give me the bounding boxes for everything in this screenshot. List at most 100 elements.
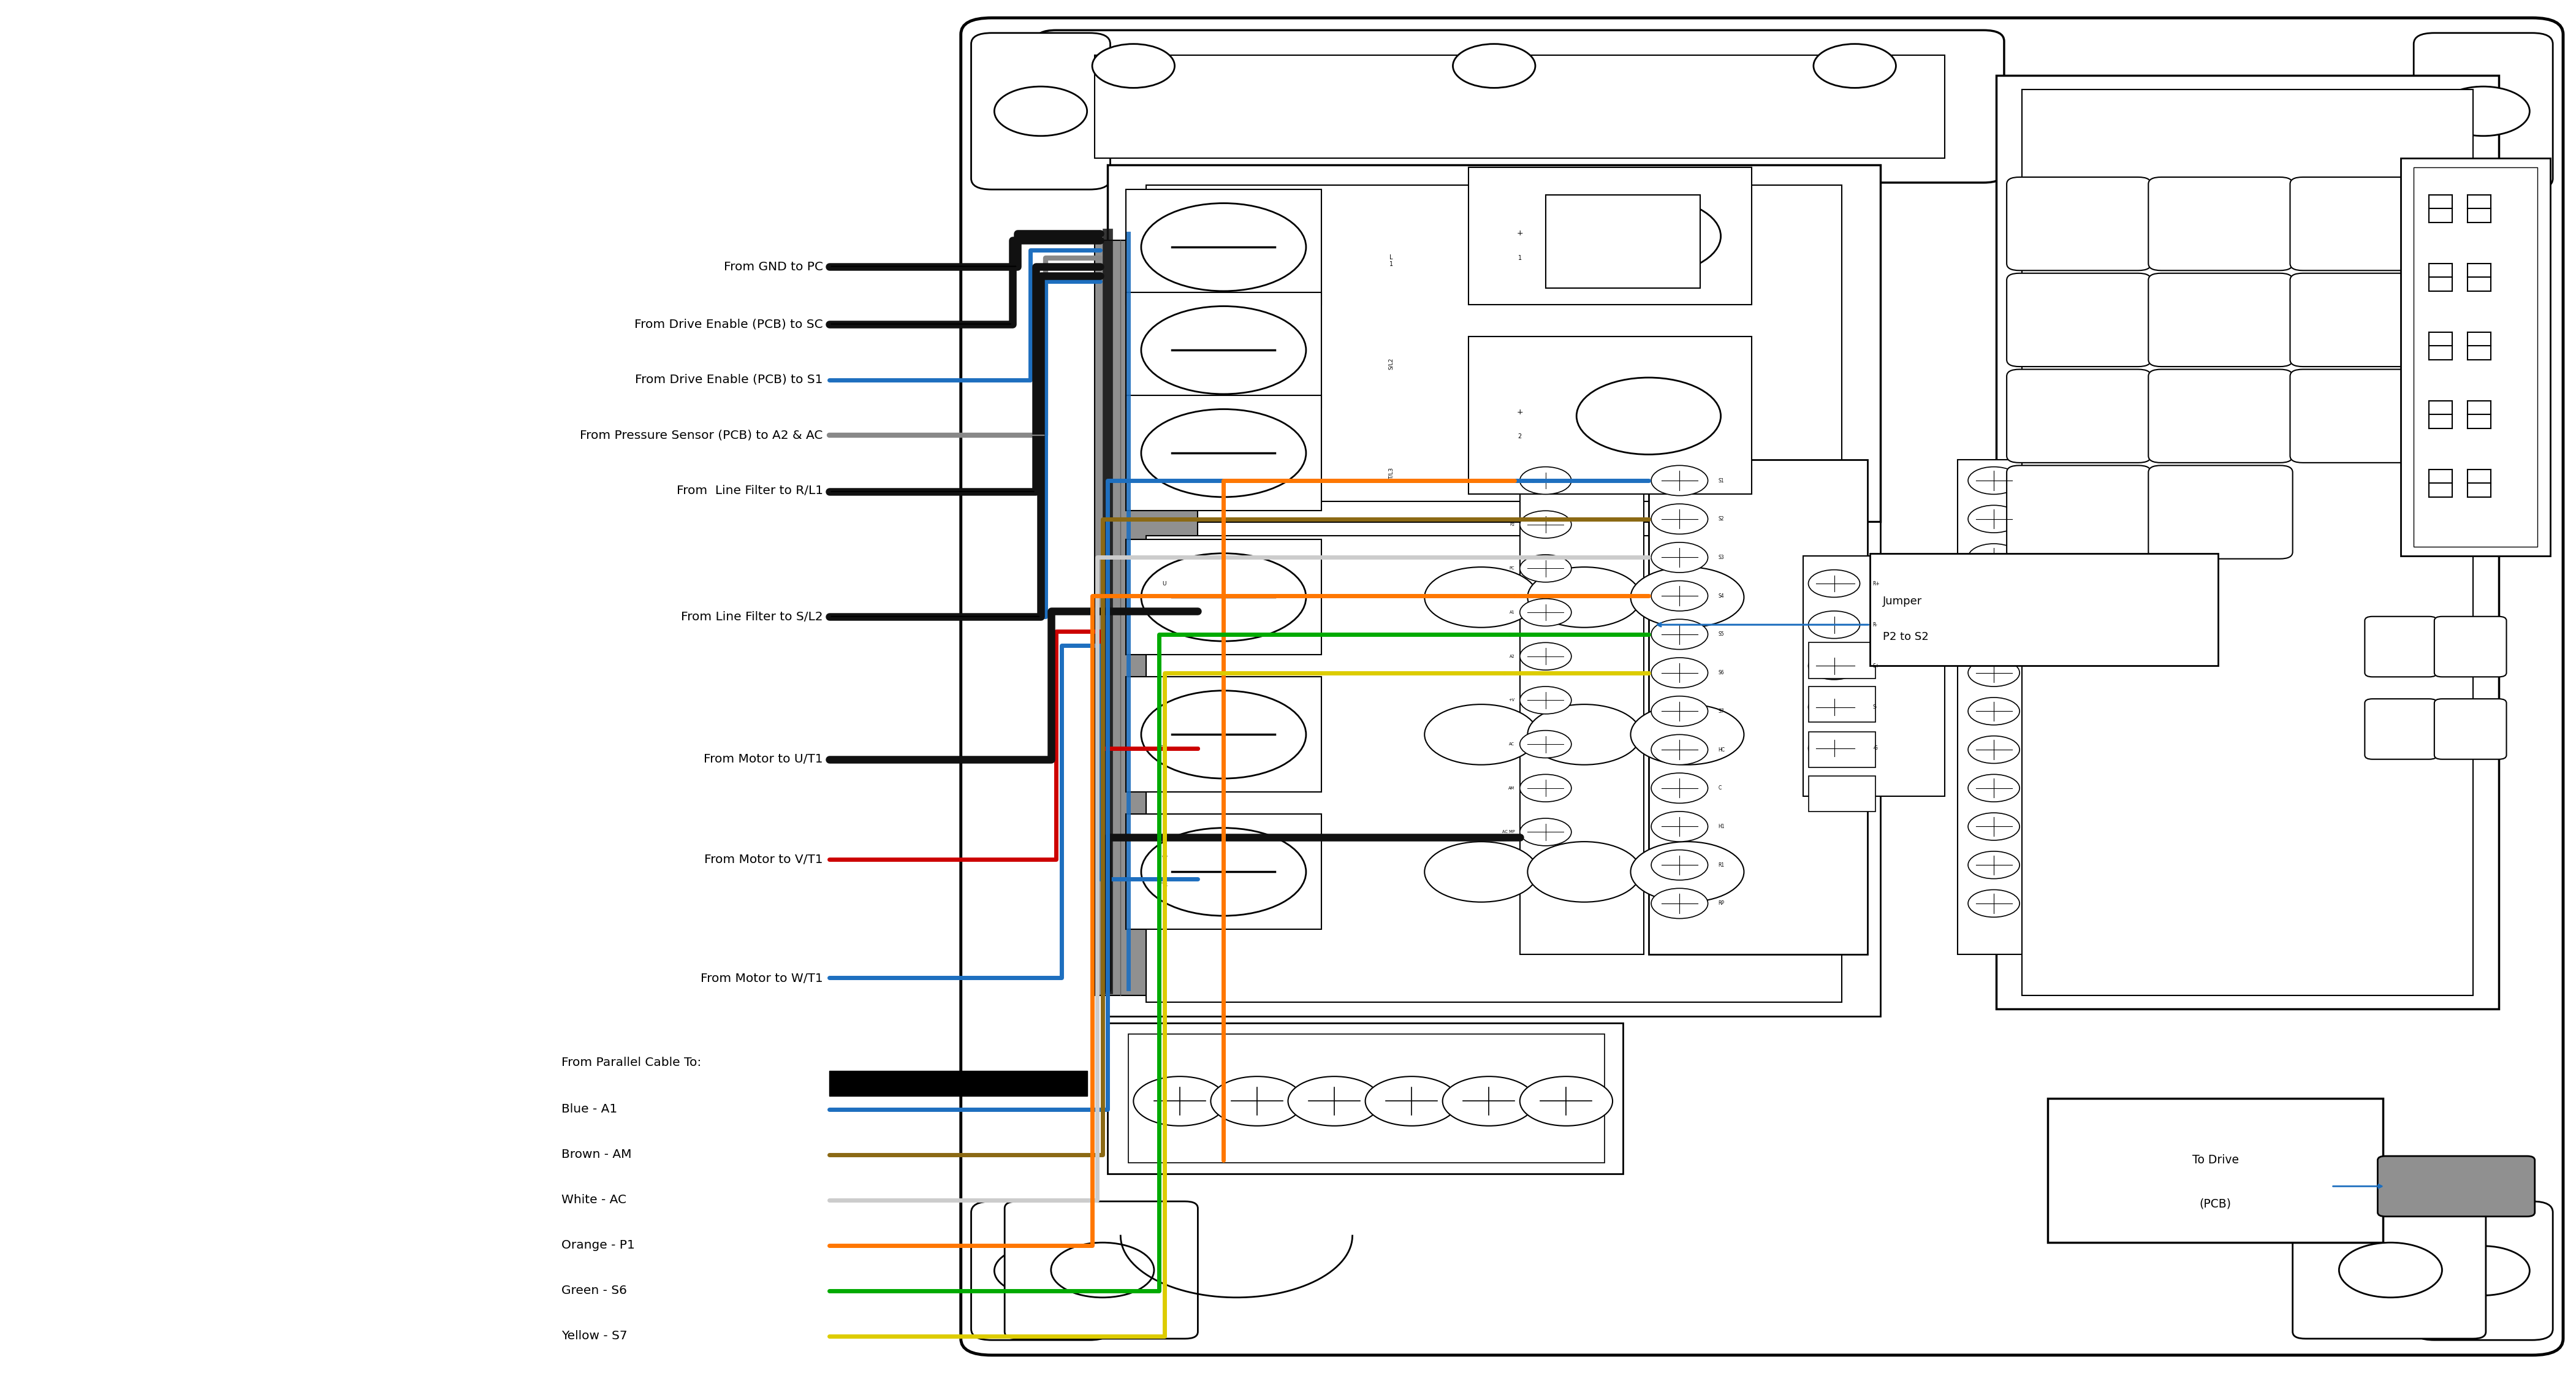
Bar	[1128, 1034, 1605, 1163]
Text: 3: 3	[1162, 951, 1167, 957]
Text: T/L3: T/L3	[1388, 468, 1394, 479]
Bar	[1808, 643, 1875, 678]
Circle shape	[1520, 555, 1571, 582]
Bar	[1808, 686, 1875, 722]
FancyBboxPatch shape	[2148, 273, 2293, 367]
Circle shape	[1288, 1076, 1381, 1126]
Text: W: W	[1162, 855, 1167, 861]
Bar	[1468, 168, 1752, 305]
Text: S7: S7	[1718, 708, 1723, 714]
Circle shape	[1577, 378, 1721, 454]
Circle shape	[1814, 44, 1896, 88]
Text: Brown - AM: Brown - AM	[562, 1149, 631, 1160]
Circle shape	[1968, 467, 2020, 494]
Bar	[1649, 460, 1868, 954]
Circle shape	[1651, 619, 1708, 649]
Circle shape	[1968, 774, 2020, 802]
Bar	[1126, 677, 1321, 792]
Text: 1: 1	[1162, 677, 1167, 682]
Circle shape	[1968, 582, 2020, 610]
Text: 1: 1	[1517, 255, 1522, 261]
Text: S+: S+	[1873, 663, 1880, 669]
Circle shape	[1520, 511, 1571, 538]
Circle shape	[2437, 1247, 2530, 1296]
Text: R1: R1	[1718, 862, 1723, 868]
Text: A1: A1	[1510, 611, 1515, 614]
Circle shape	[1968, 813, 2020, 840]
Text: T2: T2	[1162, 746, 1167, 751]
Text: AC: AC	[1510, 743, 1515, 746]
Text: From Drive Enable (PCB) to SC: From Drive Enable (PCB) to SC	[634, 319, 822, 330]
Text: From Motor to V/T1: From Motor to V/T1	[703, 854, 822, 865]
Text: +: +	[1517, 408, 1522, 416]
FancyBboxPatch shape	[2414, 1201, 2553, 1340]
Circle shape	[1968, 851, 2020, 879]
Circle shape	[1211, 1076, 1303, 1126]
Text: H1: H1	[1718, 824, 1723, 829]
FancyBboxPatch shape	[2007, 369, 2151, 463]
Circle shape	[1425, 704, 1538, 765]
Circle shape	[1425, 567, 1538, 627]
Circle shape	[1443, 1076, 1535, 1126]
Text: S3: S3	[1718, 555, 1723, 560]
Text: P2 to S2: P2 to S2	[1883, 632, 1929, 643]
Circle shape	[1968, 505, 2020, 533]
Circle shape	[1092, 44, 1175, 88]
FancyBboxPatch shape	[2007, 177, 2151, 270]
Bar	[2401, 158, 2550, 556]
Circle shape	[994, 86, 1087, 136]
Circle shape	[1631, 842, 1744, 902]
Circle shape	[1133, 1076, 1226, 1126]
Text: AC MP: AC MP	[1502, 831, 1515, 833]
Circle shape	[994, 1247, 1087, 1296]
Circle shape	[1651, 811, 1708, 842]
Circle shape	[2339, 1243, 2442, 1297]
Text: From Pressure Sensor (PCB) to A2 & AC: From Pressure Sensor (PCB) to A2 & AC	[580, 430, 822, 441]
Text: +V: +V	[1510, 699, 1515, 702]
Circle shape	[1968, 697, 2020, 725]
Circle shape	[1651, 581, 1708, 611]
Circle shape	[1968, 621, 2020, 648]
Bar	[1126, 395, 1321, 511]
Text: PC: PC	[1510, 567, 1515, 570]
Text: S-: S-	[1873, 704, 1878, 710]
Circle shape	[1631, 567, 1744, 627]
Text: R+: R+	[1873, 581, 1880, 586]
Bar	[1520, 460, 1643, 954]
Circle shape	[1520, 599, 1571, 626]
Bar	[2022, 89, 2473, 995]
FancyBboxPatch shape	[2365, 616, 2437, 677]
FancyBboxPatch shape	[2290, 177, 2434, 270]
Circle shape	[1651, 658, 1708, 688]
Bar	[1958, 460, 2030, 954]
Circle shape	[1141, 306, 1306, 394]
Text: R-: R-	[1873, 622, 1878, 627]
Circle shape	[1631, 704, 1744, 765]
Text: RP: RP	[1718, 901, 1723, 906]
Bar	[1108, 165, 1880, 522]
Circle shape	[1968, 659, 2020, 686]
Circle shape	[1425, 842, 1538, 902]
FancyBboxPatch shape	[2007, 273, 2151, 367]
FancyBboxPatch shape	[2290, 273, 2434, 367]
FancyBboxPatch shape	[2293, 1201, 2486, 1339]
Text: -G: -G	[1873, 746, 1878, 751]
Bar	[1808, 776, 1875, 811]
Text: From GND to PC: From GND to PC	[724, 261, 822, 273]
FancyBboxPatch shape	[2414, 33, 2553, 189]
Text: A2: A2	[1510, 655, 1515, 658]
Bar	[1146, 535, 1842, 1002]
Circle shape	[1520, 467, 1571, 494]
Text: 2: 2	[1162, 814, 1167, 820]
Bar	[1468, 336, 1752, 494]
Circle shape	[1651, 504, 1708, 534]
Circle shape	[1365, 1076, 1458, 1126]
Bar	[1095, 240, 1198, 995]
Circle shape	[1520, 774, 1571, 802]
Text: From Parallel Cable To:: From Parallel Cable To:	[562, 1057, 701, 1068]
FancyBboxPatch shape	[2148, 177, 2293, 270]
Bar	[2048, 1098, 2383, 1243]
Circle shape	[1528, 567, 1641, 627]
Circle shape	[1577, 198, 1721, 275]
Text: S5: S5	[1718, 632, 1723, 637]
